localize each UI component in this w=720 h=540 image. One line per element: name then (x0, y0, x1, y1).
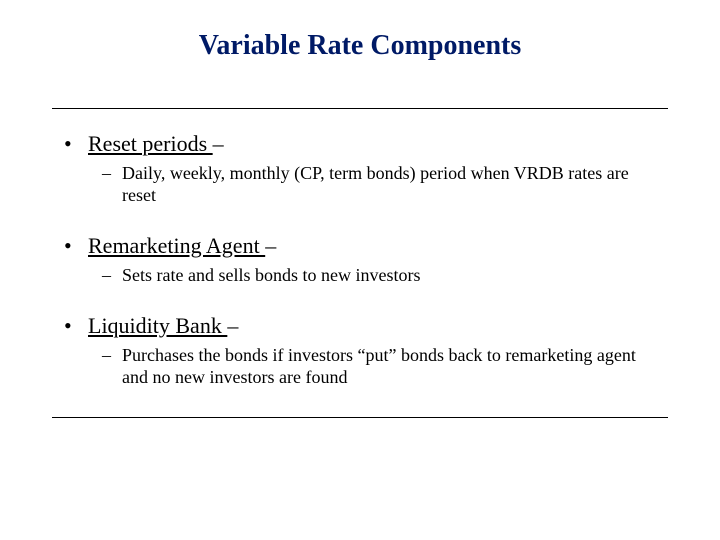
bullet-remarketing-agent: • Remarketing Agent – (62, 233, 658, 259)
subbullet-remarketing-agent: – Sets rate and sells bonds to new inves… (102, 265, 658, 287)
bullet-label: Remarketing Agent (88, 233, 265, 258)
bullet-suffix: – (227, 313, 238, 338)
subbullet-text: Daily, weekly, monthly (CP, term bonds) … (122, 163, 658, 207)
slide-title: Variable Rate Components (52, 30, 668, 62)
bullet-dot-icon: • (62, 131, 88, 157)
bullet-suffix: – (265, 233, 276, 258)
subbullet-text: Sets rate and sells bonds to new investo… (122, 265, 658, 287)
subbullet-text: Purchases the bonds if investors “put” b… (122, 345, 658, 389)
bullet-label: Liquidity Bank (88, 313, 227, 338)
bullet-reset-periods: • Reset periods – (62, 131, 658, 157)
subbullet-liquidity-bank: – Purchases the bonds if investors “put”… (102, 345, 658, 389)
slide: Variable Rate Components • Reset periods… (0, 0, 720, 540)
bullet-liquidity-bank: • Liquidity Bank – (62, 313, 658, 339)
dash-icon: – (102, 163, 122, 185)
bullet-text: Remarketing Agent – (88, 233, 658, 259)
dash-icon: – (102, 345, 122, 367)
bullet-text: Reset periods – (88, 131, 658, 157)
dash-icon: – (102, 265, 122, 287)
bullet-suffix: – (213, 131, 224, 156)
content-box: • Reset periods – – Daily, weekly, month… (52, 108, 668, 418)
bullet-text: Liquidity Bank – (88, 313, 658, 339)
subbullet-reset-periods: – Daily, weekly, monthly (CP, term bonds… (102, 163, 658, 207)
bullet-label: Reset periods (88, 131, 213, 156)
bullet-dot-icon: • (62, 313, 88, 339)
bullet-dot-icon: • (62, 233, 88, 259)
